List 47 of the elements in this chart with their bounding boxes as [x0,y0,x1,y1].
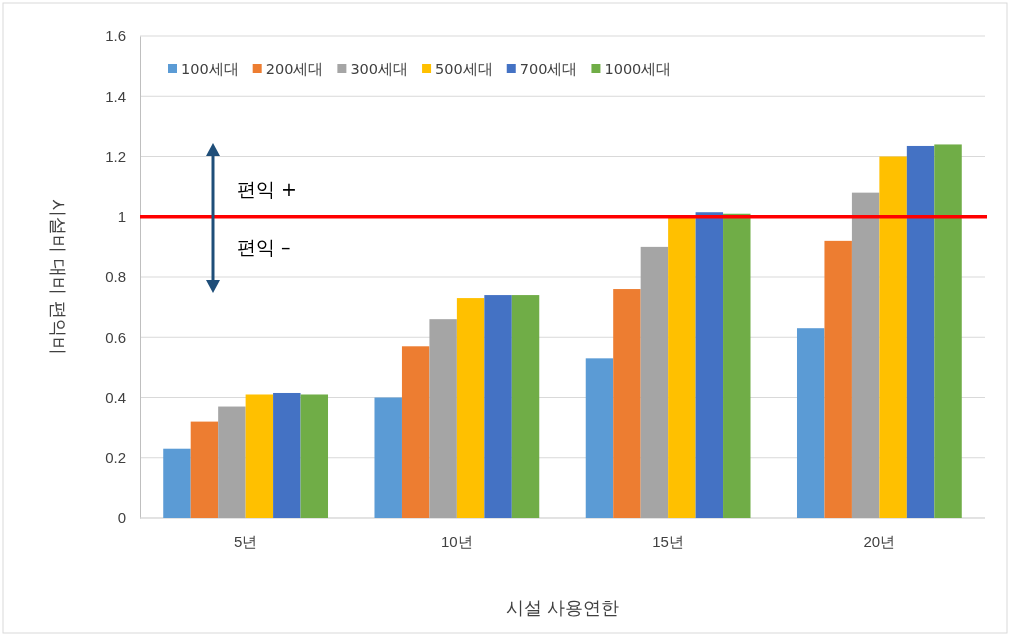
legend-label: 700세대 [519,61,578,77]
y-tick-label: 1.2 [105,147,126,165]
bar [796,328,825,518]
bar [484,295,512,518]
bar [723,213,751,518]
bar [163,448,191,518]
legend-label: 100세대 [181,61,239,77]
bar [640,246,669,518]
bar [429,319,457,518]
annotation: 편익 + [237,178,297,200]
y-axis-title: 시설비 대비 편익비 [48,199,69,355]
x-tick-label: 15년 [652,532,684,550]
annotation: 편익 – [237,236,291,258]
y-tick-label: 0.4 [105,388,126,406]
legend-label: 200세대 [265,61,324,77]
y-tick-label: 0.8 [105,268,126,286]
bar [851,192,880,518]
bar [668,216,696,518]
x-tick-label: 10년 [441,532,473,550]
y-tick-label: 0.2 [105,449,126,467]
bar [695,212,724,518]
bar [374,397,402,518]
bar [879,156,907,518]
bar [218,406,246,518]
bar [401,346,430,518]
x-axis-title: 시설 사용연한 [505,597,620,618]
legend-label: 300세대 [350,61,409,77]
bar [245,394,274,518]
y-tick-label: 0.6 [105,328,126,346]
y-tick-label: 1.4 [105,87,126,105]
bar [273,392,301,518]
bar [906,145,935,518]
legend-label: 1000세대 [604,61,672,77]
y-tick-label: 1 [117,208,126,226]
x-tick-label: 5년 [233,532,258,550]
bar [934,144,962,518]
bar [190,421,219,518]
bar [613,289,641,518]
legend-label: 500세대 [435,61,493,77]
bar [511,295,540,518]
y-tick-label: 0 [117,509,126,527]
bar [585,358,614,518]
bar [824,240,852,518]
bar [456,298,485,518]
y-tick-label: 1.6 [105,27,126,45]
x-tick-label: 20년 [863,532,896,550]
bar [300,394,329,518]
